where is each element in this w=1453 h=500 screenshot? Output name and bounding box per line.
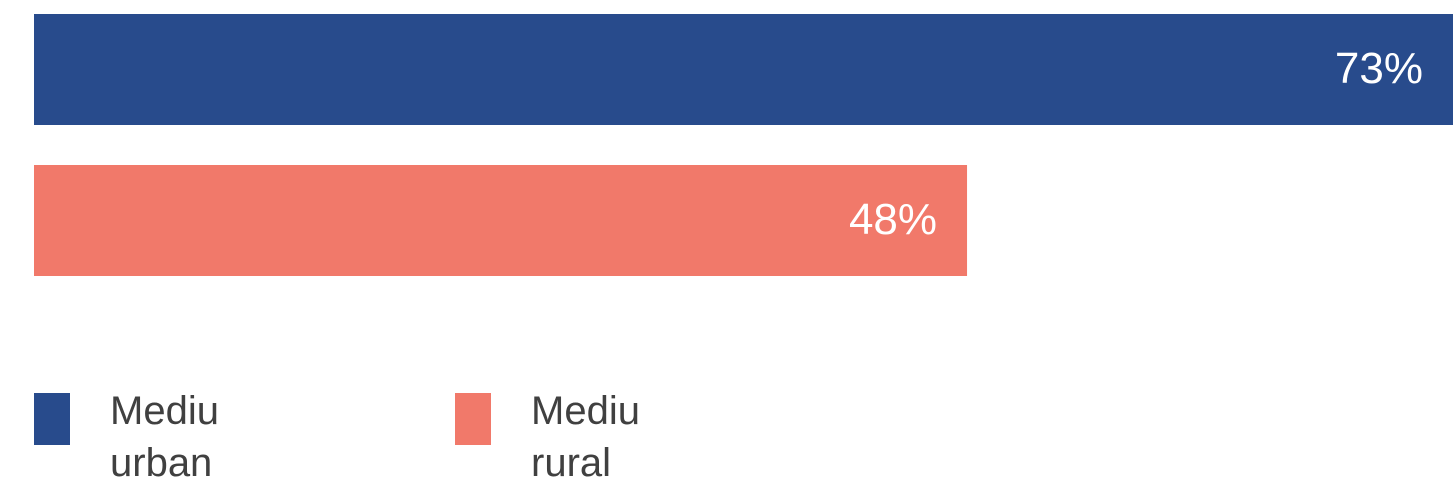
legend-label: Mediu urban	[110, 389, 219, 485]
data-label: 73%	[1335, 44, 1423, 93]
bar	[34, 165, 968, 276]
bar	[34, 14, 1453, 125]
legend: Mediu urban Mediu rural	[0, 389, 1453, 500]
legend-swatch	[455, 393, 491, 445]
data-label: 48%	[849, 195, 937, 244]
chart: 73% 48%	[34, 14, 1453, 276]
legend-swatch	[34, 393, 70, 445]
legend-label: Mediu rural	[531, 389, 640, 485]
